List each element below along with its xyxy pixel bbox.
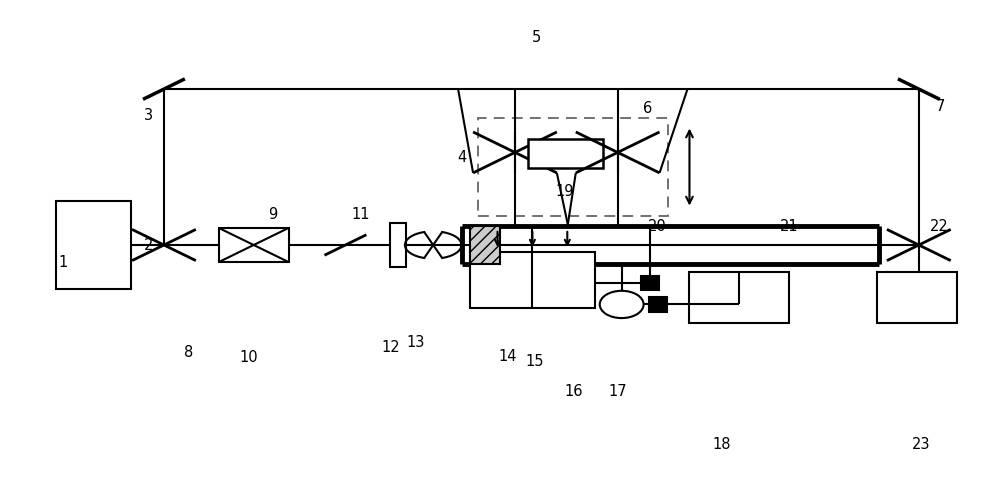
Bar — [641, 276, 659, 291]
Text: 15: 15 — [526, 354, 544, 369]
Text: 6: 6 — [643, 101, 652, 116]
Text: 10: 10 — [239, 349, 258, 365]
Text: 1: 1 — [59, 254, 68, 270]
Text: 13: 13 — [406, 335, 424, 350]
Bar — [56, 201, 131, 289]
Ellipse shape — [600, 291, 644, 318]
Bar — [470, 252, 595, 308]
Text: 22: 22 — [929, 219, 948, 234]
Text: 23: 23 — [912, 437, 930, 452]
Bar — [470, 225, 500, 265]
Bar — [528, 139, 603, 168]
Text: 19: 19 — [556, 184, 574, 199]
Bar — [390, 223, 406, 267]
Bar — [689, 272, 789, 323]
Text: 4: 4 — [457, 150, 467, 165]
Bar — [478, 118, 668, 216]
Text: 14: 14 — [499, 348, 517, 364]
Text: 3: 3 — [144, 108, 154, 123]
Text: 9: 9 — [268, 207, 277, 222]
Text: 12: 12 — [381, 340, 400, 355]
Bar — [877, 272, 957, 323]
Bar — [649, 297, 667, 312]
Text: 5: 5 — [532, 30, 542, 46]
Text: 8: 8 — [184, 344, 193, 360]
Text: 17: 17 — [608, 384, 627, 399]
Bar — [219, 228, 289, 262]
Text: 2: 2 — [144, 238, 154, 252]
Text: 18: 18 — [712, 437, 731, 452]
Text: 20: 20 — [648, 219, 667, 234]
Text: 7: 7 — [936, 98, 945, 114]
Text: 16: 16 — [565, 384, 583, 399]
Text: 11: 11 — [351, 207, 370, 222]
Text: 21: 21 — [780, 219, 799, 234]
